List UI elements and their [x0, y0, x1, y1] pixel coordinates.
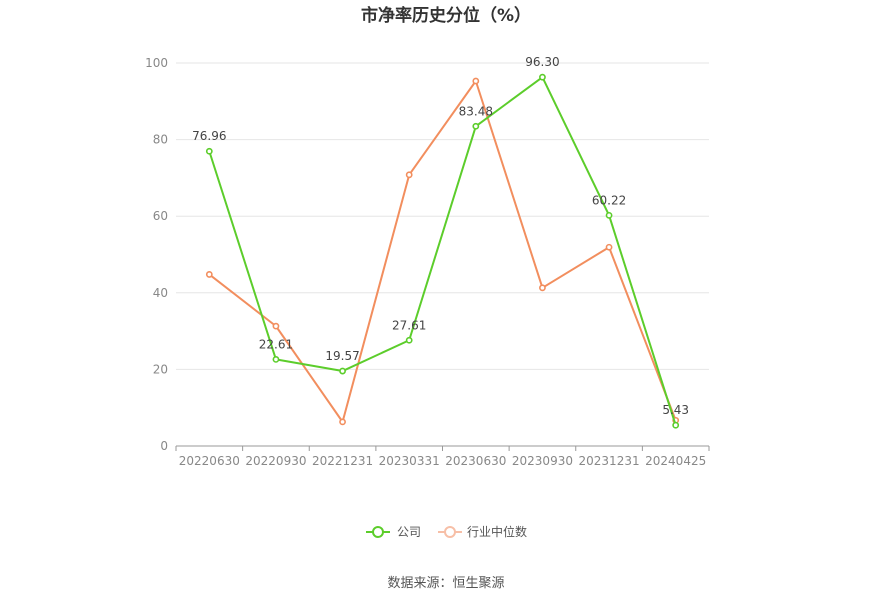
legend-item-industry-median[interactable]: 行业中位数 [438, 524, 527, 539]
x-tick-label-20230331: 20230331 [379, 454, 440, 468]
company-value-label-20240425: 5.43 [662, 403, 689, 417]
company-value-label-20220930: 22.61 [259, 337, 293, 351]
company-point-20231231 [605, 211, 613, 219]
industry-median-point-20221231 [339, 418, 346, 426]
company-value-label-20221231: 19.57 [325, 349, 359, 363]
y-axis: 0 20 40 60 80 100 [145, 56, 168, 453]
y-tick-label-60: 60 [153, 209, 168, 223]
industry-median-point-20231231 [605, 243, 613, 251]
industry-median-point-20220930 [272, 322, 280, 330]
x-tick-label-20221231: 20221231 [312, 454, 373, 468]
y-tick-label-80: 80 [153, 133, 168, 147]
company-point-20230331 [405, 336, 413, 344]
x-tick-label-20230930: 20230930 [512, 454, 573, 468]
y-tick-label-40: 40 [153, 286, 168, 300]
legend: 公司 行业中位数 [366, 524, 527, 539]
source-note: 数据来源：恒生聚源 [387, 576, 504, 591]
company-point-20221231 [339, 367, 346, 375]
company-point-20220630 [205, 147, 213, 155]
y-tick-label-100: 100 [145, 56, 168, 70]
company-point-20230630 [472, 122, 480, 130]
grid-lines [176, 62, 709, 370]
industry-median-point-20230630 [472, 77, 480, 85]
company-value-label-20230630: 83.48 [459, 104, 493, 118]
x-tick-label-20220630: 20220630 [179, 454, 240, 468]
data-labels: 76.96 22.61 19.57 27.61 83.48 96.30 60.22 5.43 [192, 55, 689, 417]
series-line-company [208, 76, 677, 426]
y-tick-label-20: 20 [153, 362, 168, 376]
legend-marker-company [372, 526, 384, 538]
company-point-20240425 [672, 421, 680, 429]
company-value-label-20231231: 60.22 [592, 193, 626, 207]
x-tick-label-20230630: 20230630 [445, 454, 506, 468]
series-line-industry-median [208, 80, 677, 423]
company-value-label-20220630: 76.96 [192, 129, 226, 143]
company-value-label-20230930: 96.30 [525, 55, 559, 69]
x-tick-label-20231231: 20231231 [579, 454, 640, 468]
series-layer [205, 73, 680, 429]
company-value-label-20230331: 27.61 [392, 318, 426, 332]
company-point-20230930 [539, 73, 546, 81]
y-tick-label-0: 0 [160, 439, 168, 453]
chart-title: 市净率历史分位（%） [361, 5, 531, 26]
x-axis: 20220630 20220930 20221231 20230331 20230630… [175, 445, 710, 468]
x-tick-label-20220930: 20220930 [245, 454, 306, 468]
industry-median-point-20230930 [539, 284, 546, 292]
legend-label-company: 公司 [397, 525, 421, 539]
company-point-20220930 [272, 356, 280, 363]
industry-median-point-20230331 [405, 171, 413, 179]
x-tick-label-20240425: 20240425 [645, 454, 706, 468]
legend-item-company[interactable]: 公司 [366, 525, 421, 539]
industry-median-point-20220630 [205, 271, 213, 278]
legend-marker-industry-median [444, 526, 456, 538]
legend-label-industry-median: 行业中位数 [467, 524, 527, 539]
